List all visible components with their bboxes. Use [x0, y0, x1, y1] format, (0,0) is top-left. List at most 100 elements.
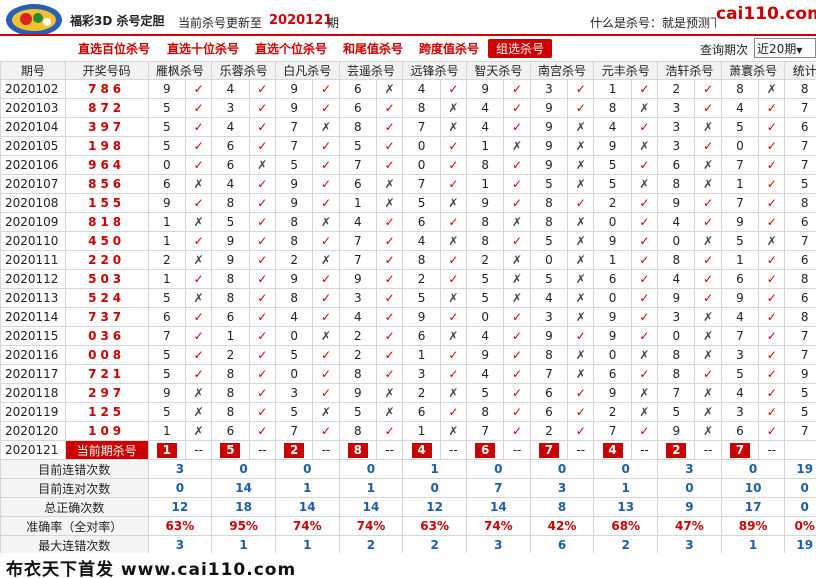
- check-mark-icon: ✓: [312, 174, 340, 194]
- stats-value-cell: 18: [211, 497, 276, 517]
- kill-number-table: 期号 开奖号码 雁枫杀号 乐蓉杀号 白凡杀号 芸遥杀号 远锋杀号 智天杀号 南宫杀号 元丰杀号 浩轩…: [0, 61, 816, 553]
- table-row: 2020103 872 5 ✓ 3 ✓ 9 ✓ 6 ✓ 8 ✗ 4 ✓ 9 ✓ 8 ✗ 3 ✓ 4 ✓ 7: [0, 98, 816, 118]
- tab-group-kill[interactable]: 组选杀号: [488, 39, 553, 58]
- kill-number-cell: 7: [720, 155, 760, 175]
- kill-number-cell: 8: [465, 212, 505, 232]
- tab-hundreds-kill[interactable]: 直选百位杀号: [78, 42, 151, 56]
- cross-mark-icon: ✗: [376, 402, 404, 422]
- check-mark-icon: ✓: [503, 364, 531, 384]
- stats-value-cell: 12: [402, 497, 467, 517]
- kill-number-cell: 0: [529, 250, 569, 270]
- kill-number-cell: 6: [720, 269, 760, 289]
- stat-cell: 7: [784, 155, 816, 175]
- kill-number-cell: 9: [529, 98, 569, 118]
- kill-number-cell: 8: [529, 193, 569, 213]
- check-mark-icon: ✓: [312, 231, 340, 251]
- kill-number-cell: 4: [211, 174, 250, 194]
- winning-number-cell: 297: [64, 383, 149, 403]
- check-mark-icon: ✓: [567, 98, 595, 118]
- info-text: 什么是杀号：就是预测下期开出的号码: [590, 16, 716, 30]
- check-mark-icon: ✓: [248, 98, 276, 118]
- kill-number-cell: 5: [338, 402, 378, 422]
- kill-number-cell: 3: [402, 364, 441, 384]
- cross-mark-icon: ✗: [184, 402, 213, 422]
- kill-number-cell: 5: [338, 136, 378, 156]
- kill-number-cell: 8: [211, 269, 250, 289]
- check-mark-icon: ✓: [567, 421, 595, 441]
- issue-cell: 2020109: [0, 212, 66, 232]
- stats-value-cell: 3: [657, 535, 722, 553]
- winning-number-cell: 220: [64, 250, 149, 270]
- kill-number-cell: 8: [529, 212, 569, 232]
- table-row: 2020111 220 2 ✗ 9 ✓ 2 ✗ 7 ✓ 8 ✓ 2 ✗ 0 ✗ 1 ✓ 8 ✓ 1 ✓ 6: [0, 250, 816, 270]
- stats-value-cell: 47%: [657, 516, 722, 536]
- winning-number-cell: 818: [64, 212, 149, 232]
- kill-number-cell: 1: [338, 193, 378, 213]
- kill-number-cell: 7: [274, 117, 314, 137]
- kill-number-cell: 6: [529, 383, 569, 403]
- kill-number-cell: 4: [274, 307, 314, 327]
- kill-number-cell: 8: [657, 250, 696, 270]
- cross-mark-icon: ✗: [694, 383, 722, 403]
- kill-number-cell: 8: [529, 345, 569, 365]
- check-mark-icon: ✓: [503, 326, 531, 346]
- tab-sum-tail-kill[interactable]: 和尾值杀号: [343, 42, 404, 56]
- kill-number-cell: 7: [593, 421, 632, 441]
- kill-number-cell: 4: [465, 364, 505, 384]
- check-mark-icon: ✓: [376, 326, 404, 346]
- issue-cell: 2020110: [0, 231, 66, 251]
- check-mark-icon: ✓: [758, 98, 786, 118]
- stats-value-cell: 14: [338, 497, 404, 517]
- kill-number-cell: 9: [593, 383, 632, 403]
- check-mark-icon: ✓: [248, 212, 276, 232]
- kill-number-cell: 5: [147, 345, 186, 365]
- kill-number-cell: 8: [211, 288, 250, 308]
- period-select[interactable]: 近20期▼: [754, 38, 816, 58]
- kill-number-cell: 3: [657, 98, 696, 118]
- current-kill-number: 7: [729, 442, 750, 458]
- kill-number-cell: 7: [147, 326, 186, 346]
- check-mark-icon: ✓: [376, 288, 404, 308]
- check-mark-icon: ✓: [248, 269, 276, 289]
- kill-number-cell: 1: [720, 250, 760, 270]
- update-issue: 2020121: [269, 13, 333, 28]
- kill-number-cell: 9: [338, 269, 378, 289]
- check-mark-icon: ✓: [630, 269, 659, 289]
- cross-mark-icon: ✗: [567, 250, 595, 270]
- check-mark-icon: ✓: [630, 212, 659, 232]
- stats-value-cell: 13: [593, 497, 659, 517]
- check-mark-icon: ✓: [758, 117, 786, 137]
- kill-number-cell: 5: [147, 364, 186, 384]
- cross-mark-icon: ✗: [439, 288, 468, 308]
- cross-mark-icon: ✗: [376, 193, 404, 213]
- kill-number-cell: 2: [147, 250, 186, 270]
- kill-number-cell: 5: [529, 269, 569, 289]
- stats-value-cell: 1: [720, 535, 786, 553]
- tab-units-kill[interactable]: 直选个位杀号: [255, 42, 328, 56]
- kill-number-cell: 2: [465, 250, 505, 270]
- footer-watermark: 布衣天下首发 www.cai110.com: [6, 560, 297, 578]
- kill-number-cell: 4: [338, 307, 378, 327]
- cross-mark-icon: ✗: [248, 155, 276, 175]
- kill-number-cell: 6: [593, 269, 632, 289]
- stat-cell: 7: [784, 98, 816, 118]
- kill-number-cell: 0: [147, 155, 186, 175]
- kill-number-cell: 8: [338, 117, 378, 137]
- kill-number-cell: 6: [657, 155, 696, 175]
- stats-value-cell: 0: [466, 459, 531, 479]
- check-mark-icon: ✓: [503, 402, 531, 422]
- tab-tens-kill[interactable]: 直选十位杀号: [167, 42, 240, 56]
- kill-number-cell: 7: [402, 174, 441, 194]
- winning-number-cell: 397: [64, 117, 149, 137]
- kill-number-cell: 2: [593, 402, 632, 422]
- stats-value-cell: 6: [529, 535, 595, 553]
- kill-number-cell: 7: [338, 250, 378, 270]
- tab-span-kill[interactable]: 跨度值杀号: [419, 42, 480, 56]
- column-header: 远锋杀号: [402, 61, 467, 80]
- current-kill-number: 6: [475, 442, 496, 458]
- stats-row: 目前连错次数 3 0 0 0 1 0 0 0 3 0 19: [0, 459, 816, 479]
- check-mark-icon: ✓: [758, 212, 786, 232]
- check-mark-icon: ✓: [758, 307, 786, 327]
- issue-cell: 2020112: [0, 269, 66, 289]
- check-mark-icon: ✓: [694, 98, 722, 118]
